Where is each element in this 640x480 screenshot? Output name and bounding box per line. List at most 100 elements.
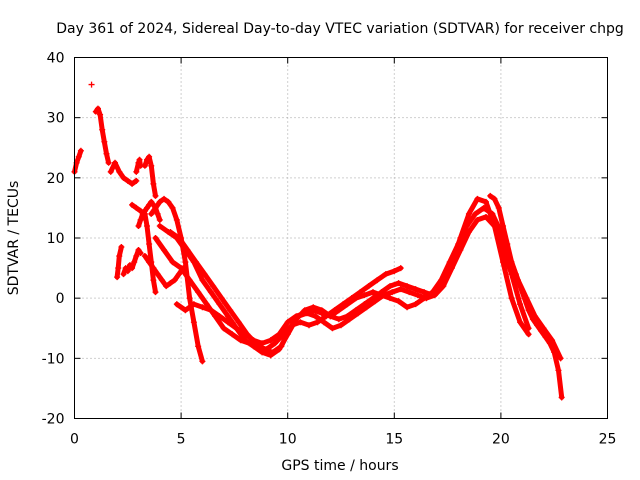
data-point — [491, 222, 498, 229]
data-point — [397, 265, 404, 272]
series-trail — [167, 214, 532, 355]
data-point — [190, 301, 197, 308]
data-point — [161, 247, 168, 254]
series-track-1 — [71, 147, 84, 175]
data-point — [167, 228, 174, 235]
data-point — [165, 198, 172, 205]
data-point — [286, 325, 293, 332]
data-point — [120, 174, 127, 181]
data-point — [414, 292, 421, 299]
series-trail — [487, 193, 565, 400]
plot-frame — [74, 57, 608, 419]
data-point — [500, 259, 507, 266]
data-point — [387, 295, 394, 302]
data-point — [431, 289, 438, 296]
data-point — [525, 331, 532, 338]
data-point — [335, 307, 342, 314]
data-point — [118, 244, 125, 251]
series-track-5 — [120, 247, 144, 278]
data-point — [186, 277, 193, 284]
data-point — [137, 216, 144, 223]
data-point — [88, 81, 95, 88]
data-point — [397, 286, 404, 293]
data-point — [146, 241, 153, 248]
x-tick-label: 0 — [70, 432, 79, 448]
data-point — [406, 289, 413, 296]
series-track-16 — [423, 195, 532, 338]
data-point — [207, 307, 214, 314]
x-tick-label: 25 — [599, 432, 617, 448]
data-point — [103, 150, 110, 157]
data-point — [143, 204, 150, 211]
data-point — [465, 228, 472, 235]
data-point — [338, 322, 344, 329]
data-point — [482, 198, 489, 205]
data-point — [421, 289, 428, 296]
data-point — [218, 295, 225, 302]
data-point — [169, 204, 176, 211]
data-point — [167, 280, 174, 287]
data-point — [440, 277, 447, 284]
data-point — [210, 283, 217, 290]
data-point — [229, 331, 236, 338]
data-point — [558, 394, 565, 401]
data-point — [365, 283, 372, 290]
data-point — [126, 262, 133, 269]
data-point — [139, 210, 146, 217]
data-point — [500, 222, 507, 229]
data-point — [195, 343, 202, 350]
data-point — [465, 210, 472, 217]
series-track-2 — [92, 105, 112, 166]
data-point — [182, 307, 189, 314]
x-tick-label: 20 — [492, 432, 510, 448]
data-point — [517, 283, 524, 290]
data-point — [129, 265, 136, 272]
data-point — [77, 147, 84, 154]
data-point — [271, 340, 278, 347]
chart-title: Day 361 of 2024, Sidereal Day-to-day VTE… — [56, 21, 624, 37]
series-trail — [142, 253, 186, 289]
data-point — [320, 319, 327, 326]
data-point — [199, 277, 206, 284]
series-trail — [153, 235, 404, 352]
series-track-14 — [167, 213, 532, 356]
data-point — [97, 111, 104, 118]
data-point — [363, 304, 370, 311]
x-tick-label: 5 — [177, 432, 186, 448]
data-point — [412, 301, 419, 308]
data-point — [355, 310, 362, 317]
series-track-4 — [114, 244, 125, 281]
data-point — [352, 295, 359, 302]
data-point — [521, 295, 528, 302]
x-tick-label: 15 — [385, 432, 403, 448]
data-point — [152, 289, 159, 296]
data-point — [143, 156, 150, 163]
data-point — [141, 162, 148, 169]
x-axis-label: GPS time / hours — [281, 458, 398, 474]
data-point — [389, 289, 396, 296]
data-point — [261, 346, 268, 353]
data-point — [156, 216, 163, 223]
data-point — [293, 313, 300, 320]
data-point — [378, 292, 385, 299]
data-point — [152, 192, 159, 199]
data-point — [207, 289, 214, 296]
data-point — [491, 195, 498, 202]
data-point — [122, 265, 129, 272]
data-point — [116, 168, 123, 175]
data-point — [551, 349, 558, 356]
series-track-17 — [487, 192, 565, 401]
data-point — [124, 268, 131, 275]
series-track-3 — [107, 159, 140, 187]
data-point — [220, 325, 227, 332]
data-point — [75, 153, 82, 160]
x-tick-label: 10 — [279, 432, 297, 448]
data-point — [534, 322, 541, 329]
data-point — [227, 307, 234, 314]
data-point — [557, 355, 564, 362]
data-point — [216, 313, 223, 320]
data-point — [105, 159, 112, 166]
data-point — [94, 105, 101, 112]
data-point — [156, 198, 163, 205]
data-point — [143, 222, 150, 229]
